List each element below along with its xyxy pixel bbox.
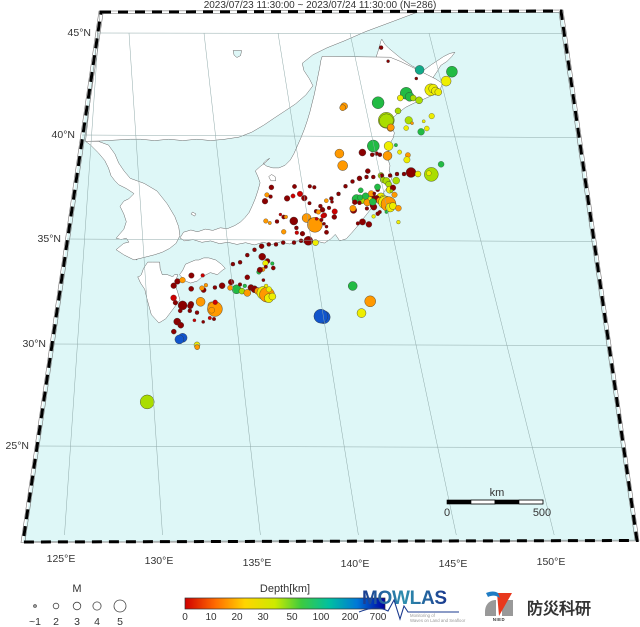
svg-text:700: 700 xyxy=(370,612,387,623)
svg-text:30°N: 30°N xyxy=(23,338,46,350)
svg-text:130°E: 130°E xyxy=(145,555,174,567)
svg-text:NIED: NIED xyxy=(493,617,505,622)
svg-text:0: 0 xyxy=(444,507,450,519)
svg-text:40°N: 40°N xyxy=(52,129,75,141)
svg-text:Depth[km]: Depth[km] xyxy=(260,583,310,595)
svg-text:km: km xyxy=(490,487,505,499)
svg-text:2023/07/23 11:30:00 ~ 2023/07/: 2023/07/23 11:30:00 ~ 2023/07/24 11:30:0… xyxy=(204,0,437,11)
svg-text:3: 3 xyxy=(74,616,80,627)
svg-text:500: 500 xyxy=(533,507,551,519)
svg-text:0: 0 xyxy=(182,612,188,623)
svg-text:Waves on Land and Seafloor: Waves on Land and Seafloor xyxy=(410,618,466,623)
svg-text:150°E: 150°E xyxy=(537,556,566,568)
svg-text:10: 10 xyxy=(205,612,217,623)
svg-text:35°N: 35°N xyxy=(38,233,61,245)
svg-text:45°N: 45°N xyxy=(68,27,91,39)
svg-text:135°E: 135°E xyxy=(243,557,272,569)
svg-text:25°N: 25°N xyxy=(6,440,29,452)
svg-text:~1: ~1 xyxy=(29,616,41,627)
svg-text:140°E: 140°E xyxy=(341,558,370,570)
svg-text:20: 20 xyxy=(231,612,243,623)
svg-text:50: 50 xyxy=(286,612,298,623)
svg-text:30: 30 xyxy=(257,612,269,623)
svg-text:4: 4 xyxy=(94,616,100,627)
svg-text:5: 5 xyxy=(117,616,123,627)
svg-text:125°E: 125°E xyxy=(47,553,76,565)
svg-text:防災科研: 防災科研 xyxy=(527,599,591,618)
svg-text:200: 200 xyxy=(342,612,359,623)
svg-text:M: M xyxy=(72,583,81,595)
svg-text:145°E: 145°E xyxy=(439,558,468,570)
svg-text:100: 100 xyxy=(313,612,330,623)
svg-text:2: 2 xyxy=(53,616,59,627)
